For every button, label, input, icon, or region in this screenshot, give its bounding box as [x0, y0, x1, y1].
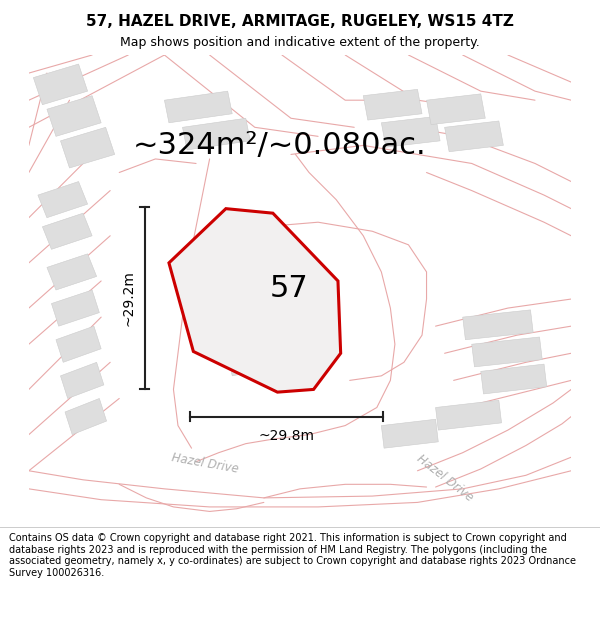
Text: ~324m²/~0.080ac.: ~324m²/~0.080ac.	[133, 131, 427, 160]
Polygon shape	[472, 337, 542, 367]
Polygon shape	[43, 213, 92, 249]
Polygon shape	[363, 89, 422, 120]
Polygon shape	[56, 326, 101, 362]
Polygon shape	[169, 209, 341, 392]
Polygon shape	[61, 362, 104, 399]
Polygon shape	[382, 116, 440, 148]
Polygon shape	[445, 121, 503, 152]
Polygon shape	[463, 310, 533, 340]
Polygon shape	[47, 254, 97, 290]
Polygon shape	[382, 419, 438, 448]
Polygon shape	[182, 118, 250, 150]
Text: Hazel Drive: Hazel Drive	[170, 451, 239, 476]
Text: ~29.2m: ~29.2m	[121, 270, 136, 326]
Polygon shape	[65, 399, 107, 434]
Text: 57: 57	[269, 274, 308, 303]
Polygon shape	[34, 64, 88, 105]
Text: ~29.8m: ~29.8m	[259, 429, 314, 443]
Polygon shape	[38, 181, 88, 218]
Polygon shape	[481, 364, 547, 394]
Polygon shape	[227, 344, 277, 376]
Polygon shape	[427, 94, 485, 124]
Polygon shape	[47, 96, 101, 136]
Polygon shape	[61, 127, 115, 168]
Polygon shape	[164, 91, 232, 123]
Polygon shape	[52, 290, 100, 326]
Polygon shape	[200, 236, 259, 268]
Text: Contains OS data © Crown copyright and database right 2021. This information is : Contains OS data © Crown copyright and d…	[9, 533, 576, 578]
Text: Hazel Drive: Hazel Drive	[414, 452, 475, 504]
Text: Map shows position and indicative extent of the property.: Map shows position and indicative extent…	[120, 36, 480, 49]
Text: 57, HAZEL DRIVE, ARMITAGE, RUGELEY, WS15 4TZ: 57, HAZEL DRIVE, ARMITAGE, RUGELEY, WS15…	[86, 14, 514, 29]
Polygon shape	[436, 400, 502, 430]
